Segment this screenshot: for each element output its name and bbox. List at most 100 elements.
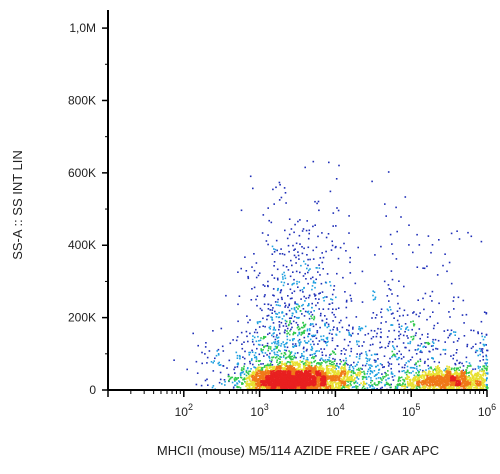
event-dot xyxy=(348,324,350,327)
event-dot xyxy=(251,381,254,383)
event-dot xyxy=(334,375,336,377)
event-dot xyxy=(347,372,350,374)
event-dot xyxy=(387,374,389,376)
event-dot xyxy=(464,378,467,380)
event-dot xyxy=(359,353,361,356)
event-dot xyxy=(458,337,460,340)
event-dot xyxy=(409,366,412,369)
event-dot xyxy=(452,385,455,387)
event-dot xyxy=(468,375,470,377)
event-dot xyxy=(262,376,265,378)
event-dot xyxy=(424,292,427,295)
event-dot xyxy=(396,358,398,361)
event-dot xyxy=(431,382,434,385)
event-dot xyxy=(253,375,256,378)
event-dot xyxy=(384,203,386,205)
event-dot xyxy=(241,347,244,350)
event-dot xyxy=(321,291,324,293)
event-dot xyxy=(362,376,365,379)
event-dot xyxy=(450,381,453,383)
event-dot xyxy=(307,365,310,367)
event-dot xyxy=(289,288,292,291)
event-dot xyxy=(291,358,293,360)
event-dot xyxy=(482,378,485,380)
event-dot xyxy=(284,364,286,366)
event-dot xyxy=(407,382,409,384)
event-dot xyxy=(286,330,288,332)
event-dot xyxy=(333,372,336,375)
event-dot xyxy=(301,332,304,335)
event-dot xyxy=(305,360,307,362)
event-dot xyxy=(313,317,316,319)
event-dot xyxy=(449,384,452,387)
event-dot xyxy=(447,371,449,374)
event-dot xyxy=(359,327,362,330)
event-dot xyxy=(280,296,283,299)
event-dot xyxy=(285,363,287,366)
event-dot xyxy=(325,354,327,357)
event-dot xyxy=(372,385,374,388)
event-dot xyxy=(423,379,426,381)
event-dot xyxy=(208,350,211,352)
event-dot xyxy=(358,357,361,360)
event-dot xyxy=(336,370,339,372)
event-dot xyxy=(275,368,277,370)
event-dot xyxy=(298,368,300,371)
event-dot xyxy=(309,329,311,332)
event-dot xyxy=(216,350,218,352)
event-dot xyxy=(409,342,411,345)
event-dot xyxy=(298,363,300,366)
event-dot xyxy=(277,388,280,390)
event-dot xyxy=(345,299,348,302)
event-dot xyxy=(284,319,287,322)
event-dot xyxy=(312,367,314,369)
event-dot xyxy=(268,372,271,374)
event-dot xyxy=(259,360,261,362)
event-dot xyxy=(433,386,436,388)
event-dot xyxy=(485,355,488,358)
event-dot xyxy=(304,341,307,344)
event-dot xyxy=(479,385,481,387)
event-dot xyxy=(423,382,425,385)
event-dot xyxy=(403,379,406,381)
event-dot xyxy=(284,329,286,331)
event-dot xyxy=(296,361,298,363)
event-dot xyxy=(313,373,316,375)
event-dot xyxy=(423,381,426,383)
event-dot xyxy=(276,343,278,345)
event-dot xyxy=(348,378,351,381)
event-dot xyxy=(395,258,398,260)
event-dot xyxy=(297,324,299,326)
event-dot xyxy=(366,360,368,362)
event-dot xyxy=(271,364,274,366)
event-dot xyxy=(364,364,367,367)
event-dot xyxy=(334,370,336,372)
event-dot xyxy=(334,358,336,361)
event-dot xyxy=(263,346,265,349)
event-dot xyxy=(254,352,257,354)
event-dot xyxy=(249,319,251,321)
event-dot xyxy=(255,356,258,359)
event-dot xyxy=(242,356,244,358)
event-dot xyxy=(328,371,331,374)
event-dot xyxy=(430,377,433,380)
event-dot xyxy=(390,324,393,326)
event-dot xyxy=(330,249,333,251)
event-dot xyxy=(269,309,272,311)
event-dot xyxy=(326,380,328,382)
event-dot xyxy=(439,384,441,387)
event-dot xyxy=(370,337,373,340)
event-dot xyxy=(334,246,337,249)
event-dot xyxy=(426,265,428,268)
event-dot xyxy=(321,374,323,376)
event-dot xyxy=(254,356,256,359)
event-dot xyxy=(300,361,303,363)
event-dot xyxy=(413,324,415,327)
event-dot xyxy=(260,337,262,339)
event-dot xyxy=(258,321,261,323)
event-dot xyxy=(259,376,261,378)
event-dot xyxy=(361,368,363,370)
event-dot xyxy=(475,383,478,386)
event-dot xyxy=(260,369,262,371)
event-dot xyxy=(321,351,323,354)
